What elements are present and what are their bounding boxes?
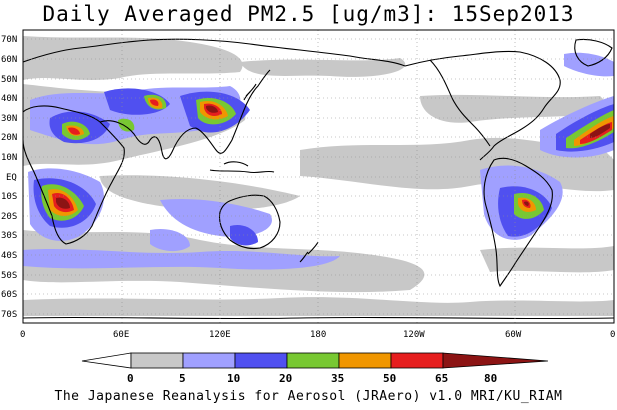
- lat-label: 50N: [1, 75, 17, 85]
- footer-credit: The Japanese Reanalysis for Aerosol (JRA…: [54, 389, 563, 404]
- lat-label: 30S: [1, 231, 17, 241]
- colorbar-label: 35: [331, 372, 344, 385]
- longitude-labels: 0 60E 120E 180 120W 60W 0: [20, 330, 615, 340]
- lat-label: 40S: [1, 251, 17, 261]
- lat-label: 70S: [1, 310, 17, 320]
- lon-label: 120E: [209, 330, 231, 340]
- colorbar-label: 0: [127, 372, 134, 385]
- lat-label: 10S: [1, 192, 17, 202]
- colorbar-segment: [286, 352, 340, 369]
- colorbar-segment: [390, 352, 444, 369]
- lat-label: 10N: [1, 153, 17, 163]
- lat-label: 40N: [1, 94, 17, 104]
- lat-label: 20N: [1, 133, 17, 143]
- colorbar-segment: [442, 352, 549, 369]
- colorbar-label: 5: [179, 372, 186, 385]
- lon-label: 60W: [505, 330, 522, 340]
- colorbar-segment: [234, 352, 288, 369]
- lat-label: EQ: [6, 173, 17, 183]
- colorbar-segment: [130, 352, 184, 369]
- colorbar-label: 80: [484, 372, 497, 385]
- lat-label: 20S: [1, 212, 17, 222]
- lon-label: 0: [20, 330, 25, 340]
- map-panel: [23, 30, 614, 323]
- lon-label: 0: [610, 330, 615, 340]
- lon-label: 60E: [113, 330, 129, 340]
- colorbar-segment: [81, 352, 132, 369]
- pm25-level-over-80-areas: [56, 105, 610, 209]
- lat-label: 30N: [1, 114, 17, 124]
- colorbar-label: 20: [279, 372, 292, 385]
- map-frame: [22, 29, 615, 324]
- latitude-labels: 70N 60N 50N 40N 30N 20N 10N EQ 10S 20S 3…: [1, 35, 17, 320]
- lon-label: 180: [310, 330, 326, 340]
- colorbar-segment: [338, 352, 392, 369]
- colorbar-label: 65: [435, 372, 448, 385]
- colorbar-segment: [182, 352, 236, 369]
- colorbar-label: 10: [227, 372, 240, 385]
- lat-label: 60N: [1, 55, 17, 65]
- lat-label: 50S: [1, 271, 17, 281]
- colorbar-label: 50: [383, 372, 396, 385]
- lat-label: 70N: [1, 35, 17, 45]
- colorbar: 0 5 10 20 35 50 65 80: [81, 352, 549, 385]
- gridlines: [23, 30, 614, 323]
- lon-label: 120W: [403, 330, 425, 340]
- map-title: Daily Averaged PM2.5 [ug/m3]: 15Sep2013: [42, 2, 575, 26]
- lat-label: 60S: [1, 290, 17, 300]
